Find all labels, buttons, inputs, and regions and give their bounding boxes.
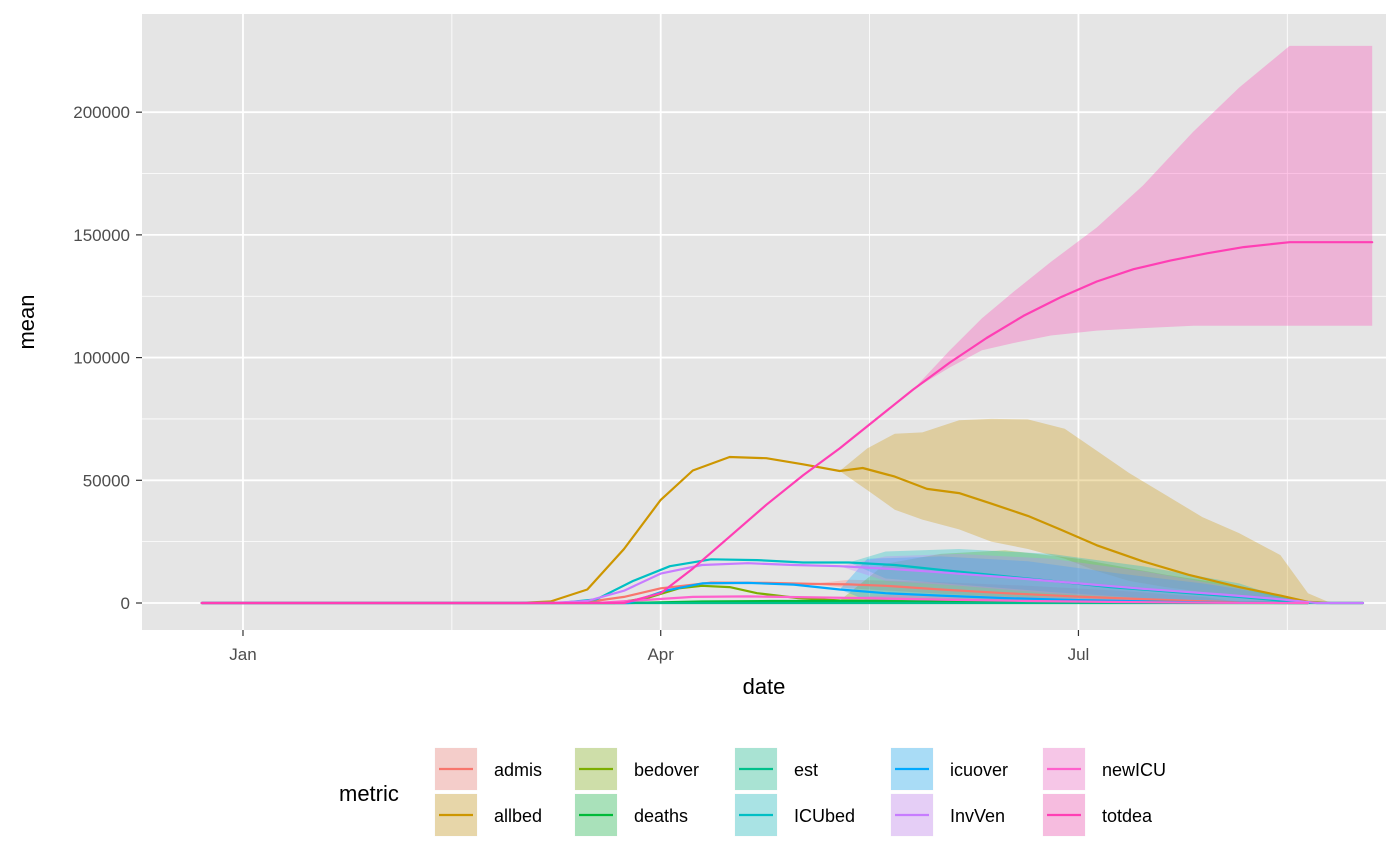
legend-label: allbed (494, 806, 542, 826)
minor-gridlines (142, 14, 1386, 630)
y-tick-label: 150000 (73, 226, 130, 245)
ribbon-bands (812, 45, 1373, 603)
x-tick-label: Apr (647, 645, 674, 664)
y-axis-ticks: 0 50000 100000 150000 200000 (73, 103, 142, 613)
legend-label: deaths (634, 806, 688, 826)
legend-label: InvVen (950, 806, 1005, 826)
legend-label: est (794, 760, 818, 780)
x-tick-label: Jul (1068, 645, 1090, 664)
legend-label: admis (494, 760, 542, 780)
series-line-admis (200, 581, 1310, 605)
legend-item-bedover: bedover (573, 746, 699, 792)
legend-item-allbed: allbed (433, 792, 542, 838)
legend-label: newICU (1102, 760, 1166, 780)
legend-title: metric (339, 781, 399, 806)
series-line-InvVen (200, 562, 1365, 605)
legend-item-admis: admis (433, 746, 542, 792)
series-line-totdea (200, 241, 1374, 605)
legend-item-totdea: totdea (1041, 792, 1153, 838)
y-axis-title: mean (14, 294, 39, 349)
band-totdea (913, 45, 1373, 390)
legend-item-newICU: newICU (1041, 746, 1166, 792)
legend-label: bedover (634, 760, 699, 780)
x-axis-ticks: Jan Apr Jul (229, 630, 1089, 664)
y-tick-label: 0 (121, 594, 130, 613)
band-allbed (839, 418, 1363, 603)
legend-item-InvVen: InvVen (889, 792, 1005, 838)
legend: admis allbed bedover deaths est ICUbed icuover… (433, 746, 1166, 838)
legend-label: icuover (950, 760, 1008, 780)
series-line-allbed (200, 455, 1365, 605)
series-lines (200, 241, 1374, 605)
legend-item-est: est (733, 746, 818, 792)
x-tick-label: Jan (229, 645, 256, 664)
legend-item-icuover: icuover (889, 746, 1008, 792)
band-ICUbed (848, 549, 1318, 603)
y-tick-label: 50000 (83, 471, 130, 490)
legend-item-deaths: deaths (573, 792, 688, 838)
y-tick-label: 100000 (73, 349, 130, 368)
band-InvVen (839, 553, 1318, 603)
legend-label: ICUbed (794, 806, 855, 826)
legend-item-ICUbed: ICUbed (733, 792, 855, 838)
y-tick-label: 200000 (73, 103, 130, 122)
x-axis-title: date (743, 674, 786, 699)
plot-panel (142, 14, 1386, 630)
band-admis (812, 579, 1308, 603)
legend-label: totdea (1102, 806, 1153, 826)
